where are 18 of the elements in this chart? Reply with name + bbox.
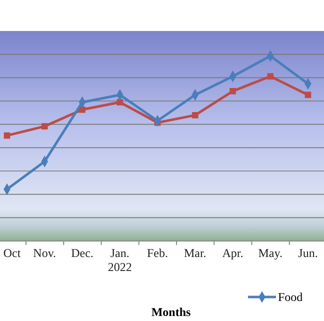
point [4,132,10,139]
x-tick-label: Mar. [184,246,206,260]
x-axis-title: Months [151,305,191,319]
x-tick-label: Dec. [71,246,94,260]
x-tick-label: Feb. [147,246,168,260]
point [230,88,236,94]
point [116,99,124,106]
x-tick-label: Apr. [222,246,244,260]
x-tick-label: Nov. [33,246,56,260]
x-tick-label: May. [258,246,282,260]
point [267,73,274,80]
point [192,112,198,118]
x-tick-label: Oct [3,246,22,260]
point [304,92,312,98]
x-tick-label: Jun. [298,246,318,260]
x-tick-label: Jan. 2022 [108,246,132,274]
legend-label: Food [278,290,303,304]
point [41,123,48,130]
